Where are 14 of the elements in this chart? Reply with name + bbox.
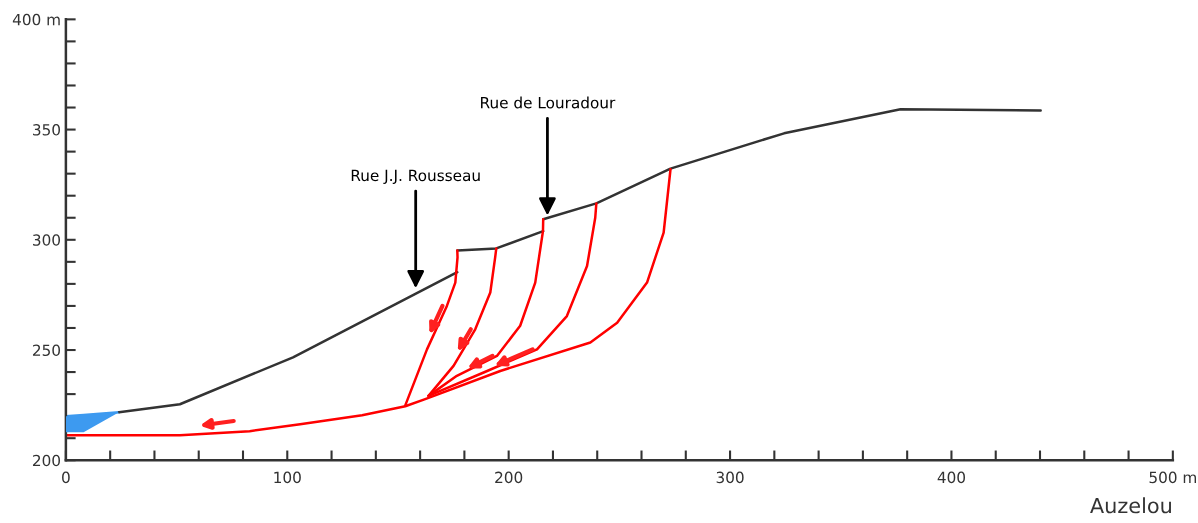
y-tick-label: 350 — [33, 124, 61, 136]
x-tick-label: 0 — [62, 471, 70, 484]
x-tick-label: 200 — [495, 471, 523, 484]
x-tick-label: 300 — [716, 471, 744, 484]
y-tick-label: 250 — [32, 344, 61, 357]
annotation: Rue de Louradour — [481, 96, 616, 109]
annotation: Rue J.J. Rousseau — [351, 169, 480, 185]
x-tick-label: 100 — [274, 471, 301, 484]
y-tick-label: 200 — [32, 454, 61, 467]
y-tick-label: 400 m — [12, 13, 60, 26]
x-tick-label: 500 m — [1149, 471, 1196, 484]
y-tick-label: 300 — [33, 234, 61, 246]
x-tick-label: 400 — [937, 471, 966, 484]
x-axis-title: Auzelou — [1090, 497, 1171, 514]
